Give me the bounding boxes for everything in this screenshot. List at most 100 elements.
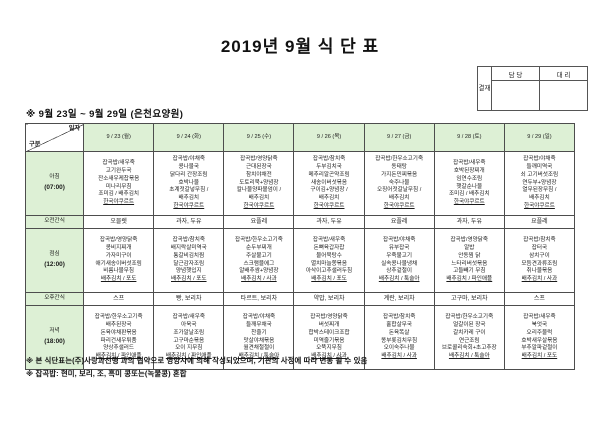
dish-item: 배추김치 / 파인애플 [95,353,142,360]
dish-item: 연두부+양념장 [522,179,557,186]
dish-item: 새송이버섯볶음 [311,179,348,186]
approval-label: 결재 [477,66,492,111]
dish-item: 아욱국 [181,321,197,328]
dish-item: 가지돈민찌볶음 [381,171,418,178]
dish-item: 돈뼈육갑자찹 [313,244,345,251]
dish-item: 한국야쿠르트 [313,203,345,210]
cell-r1-c0: 오믈렛 [83,215,155,229]
dish-item: 배추김치 / 툭술아 [448,353,490,360]
dish-item: 고구마순볶음 [173,337,205,344]
cell-r0-c3: 잡곡밥/참치죽 두부김치국 메추리알곤약조림 새송이버섯볶음 구이김+양념장 / 배추김치… [293,151,365,216]
dish-item: 스크램블에그 [243,260,275,267]
dish-item: 고들빼기 무침 [453,268,486,275]
cell-r1-c4: 요플레 [363,215,435,229]
dish-item: 똥부롯김치무침 [381,337,418,344]
date-header-2: 9 / 25 (수) [223,123,295,152]
dish-item: 한국야쿠르트 [243,203,275,210]
dish-item: 숙주나물 [388,179,410,186]
dish-item: 오징어젓갈날무침 / [377,187,422,194]
page-title: 2019년 9월 식 단 표 [220,37,380,56]
dish-item: 오리주물럭 [526,329,553,336]
cell-r0-c5: 잡곡밥/새우죽 호박된장찌개 임연수조림 햇갈순나물 조미김 / 배추김치 한국야쿠르트 [433,151,505,216]
dish-item: 모듬견과류조림 [521,260,558,267]
title-container: 2019년 9월 식 단 표 [0,0,600,57]
dish-item: 배추김치 [178,195,200,202]
approval-signature-deputy[interactable] [539,80,588,111]
dish-item: 얼갈이된 장국 [453,321,486,328]
dish-item: 배추김치 [388,195,410,202]
dish-item: 파리건새우튀품 [100,337,137,344]
dish-item: 한국야쿠르트 [103,199,135,206]
row-label-1: 오전간식 [24,215,85,229]
corner-label-category: 구분 [29,141,41,149]
dish-item: 잡곡밥/한우소고기죽 [445,313,494,320]
cell-r2-c0: 잡곡밥/영양닭죽 콩비지찌개 가자미구이 애기새송이버섯조림 비름나물무침 배추김치 / … [83,228,155,293]
dish-item: 합박스테이크조합 [308,329,350,336]
dish-item: 닭다리 간장조림 [169,171,208,178]
dish-item: 배추김치 / 사과 [241,276,277,283]
dish-item: 배추김치 [248,195,270,202]
dish-item: 임연수조림 [456,175,483,182]
dish-item: 비름나물무침 [103,268,135,275]
cell-r3-c2: 타르트, 보리차 [223,292,295,306]
cell-r4-c1: 잡곡밥/새우죽 아욱국 조가알날조림 고구마순볶음 오이 지무침 배추김치 / 파인애플 [153,305,225,370]
dish-item: 오이숙주나물 [383,345,415,352]
dish-item: 잡곡밥/새우죽 [523,313,556,320]
dish-item: 잡곡밥/새우죽 [172,313,205,320]
dish-item: 배추김치 / 포도 [311,276,347,283]
dish-item: 배지락살미역국 [170,244,207,251]
cell-r1-c1: 과자, 두유 [153,215,225,229]
dish-item: 열무된장무침 / [522,187,557,194]
dish-item: 배추김치 / 사과 [381,353,417,360]
cell-r3-c6: 스프 [503,292,576,306]
date-range: ※ 9월 23일 ~ 9월 29일 (은천요양원) [26,109,184,120]
dish-item: 한국야쿠르트 [523,203,555,210]
approval-column-manager: 담 당 [491,66,540,81]
row-label-2: 점심 (12:00) [24,228,85,293]
dish-item: 맛살야채볶음 [243,337,275,344]
date-header-5: 9 / 28 (토) [433,123,505,152]
corner-label-date: 일자 [68,125,81,132]
row-label-4: 저녁 (18:00) [24,305,85,370]
footer-note-1: ※ 잡곡밥: 현미, 보리, 조, 흑미 콩또는(녹물콩) 혼합 [26,368,187,378]
cell-r3-c0: 스프 [83,292,155,306]
approval-box: 결재 담 당 대 리 [477,66,588,111]
dish-item: 조미김 / 배추김치 [98,191,139,198]
dish-item: 쇠 고기버섯조림 [520,171,559,178]
dish-item: 메추리알곤약조림 [308,171,350,178]
dish-item: 북엇국 [531,321,548,328]
cell-r4-c2: 잡곡밥/야채죽 들깨무채국 찬줄기 맛살야채볶음 월견채절절이 배추김치 / 툭술아 [223,305,295,370]
dish-item: 돈육야채판볶음 [100,329,137,336]
dish-item: 배추김치 / 포도 [171,276,207,283]
dish-item: 배추김치 / 사과 [311,353,347,360]
dish-item: 배추김치 / 파인애플 [446,276,493,283]
date-header-4: 9 / 27 (금) [363,123,435,152]
dish-item: 잡터국 [531,244,548,251]
footer-notes: ※ 본 식단표는(주)사랑과선행 과의 협약으로 영양사에 의해 작성되었으며,… [26,355,367,381]
dish-item: 조가알날조림 [173,329,205,336]
footer-note-0: ※ 본 식단표는(주)사랑과선행 과의 협약으로 영양사에 의해 작성되었으며,… [26,356,368,365]
table-row: 아침 (07:00) 잡곡밥/새우죽 고기완두국 잔소새우케찹볶음 미나리무침 조미김 / … [24,151,576,216]
dish-item: 잡곡밥/한우소고기죽 [234,236,283,243]
dish-item: 오뚝지무침 [316,345,342,352]
dish-item: 콩비지찌개 [105,244,132,251]
dish-item: 잡곡밥/한우소고기죽 [375,155,424,162]
row-label-time-0: (07:00) [44,184,65,192]
dish-item: 배추김치 / 사과 [521,276,558,283]
approval-signature-manager[interactable] [491,80,540,111]
cell-r4-c3: 잡곡밥/영양닭죽 버섯찌개 합박스테이크조합 미역줄기볶음 오뚝지무침 배추김치 / 사과 [293,305,365,370]
dish-item: 배추김치 / 포도 [521,353,558,360]
dish-item: 초계젓갈넣무침 / [169,187,209,194]
row-label-0: 아침 (07:00) [24,151,85,216]
dish-item: 안동찜 닭 [458,252,481,259]
dish-item: 유부잡국 [388,244,410,251]
dish-item: 잡곡밥/야채죽 [172,155,205,162]
dish-item: 삼치구이 [529,252,550,259]
dish-item: 잡곡밥/새우죽 [312,236,346,243]
dish-item: 잡곡밥/참치죽 [172,236,205,243]
dish-item: 미나리무침 [105,183,132,190]
dish-item: 느타리버섯볶음 [451,260,488,267]
dish-item: 통갈비김치찜 [173,252,205,259]
dish-item: 미역줄기볶음 [313,337,345,344]
